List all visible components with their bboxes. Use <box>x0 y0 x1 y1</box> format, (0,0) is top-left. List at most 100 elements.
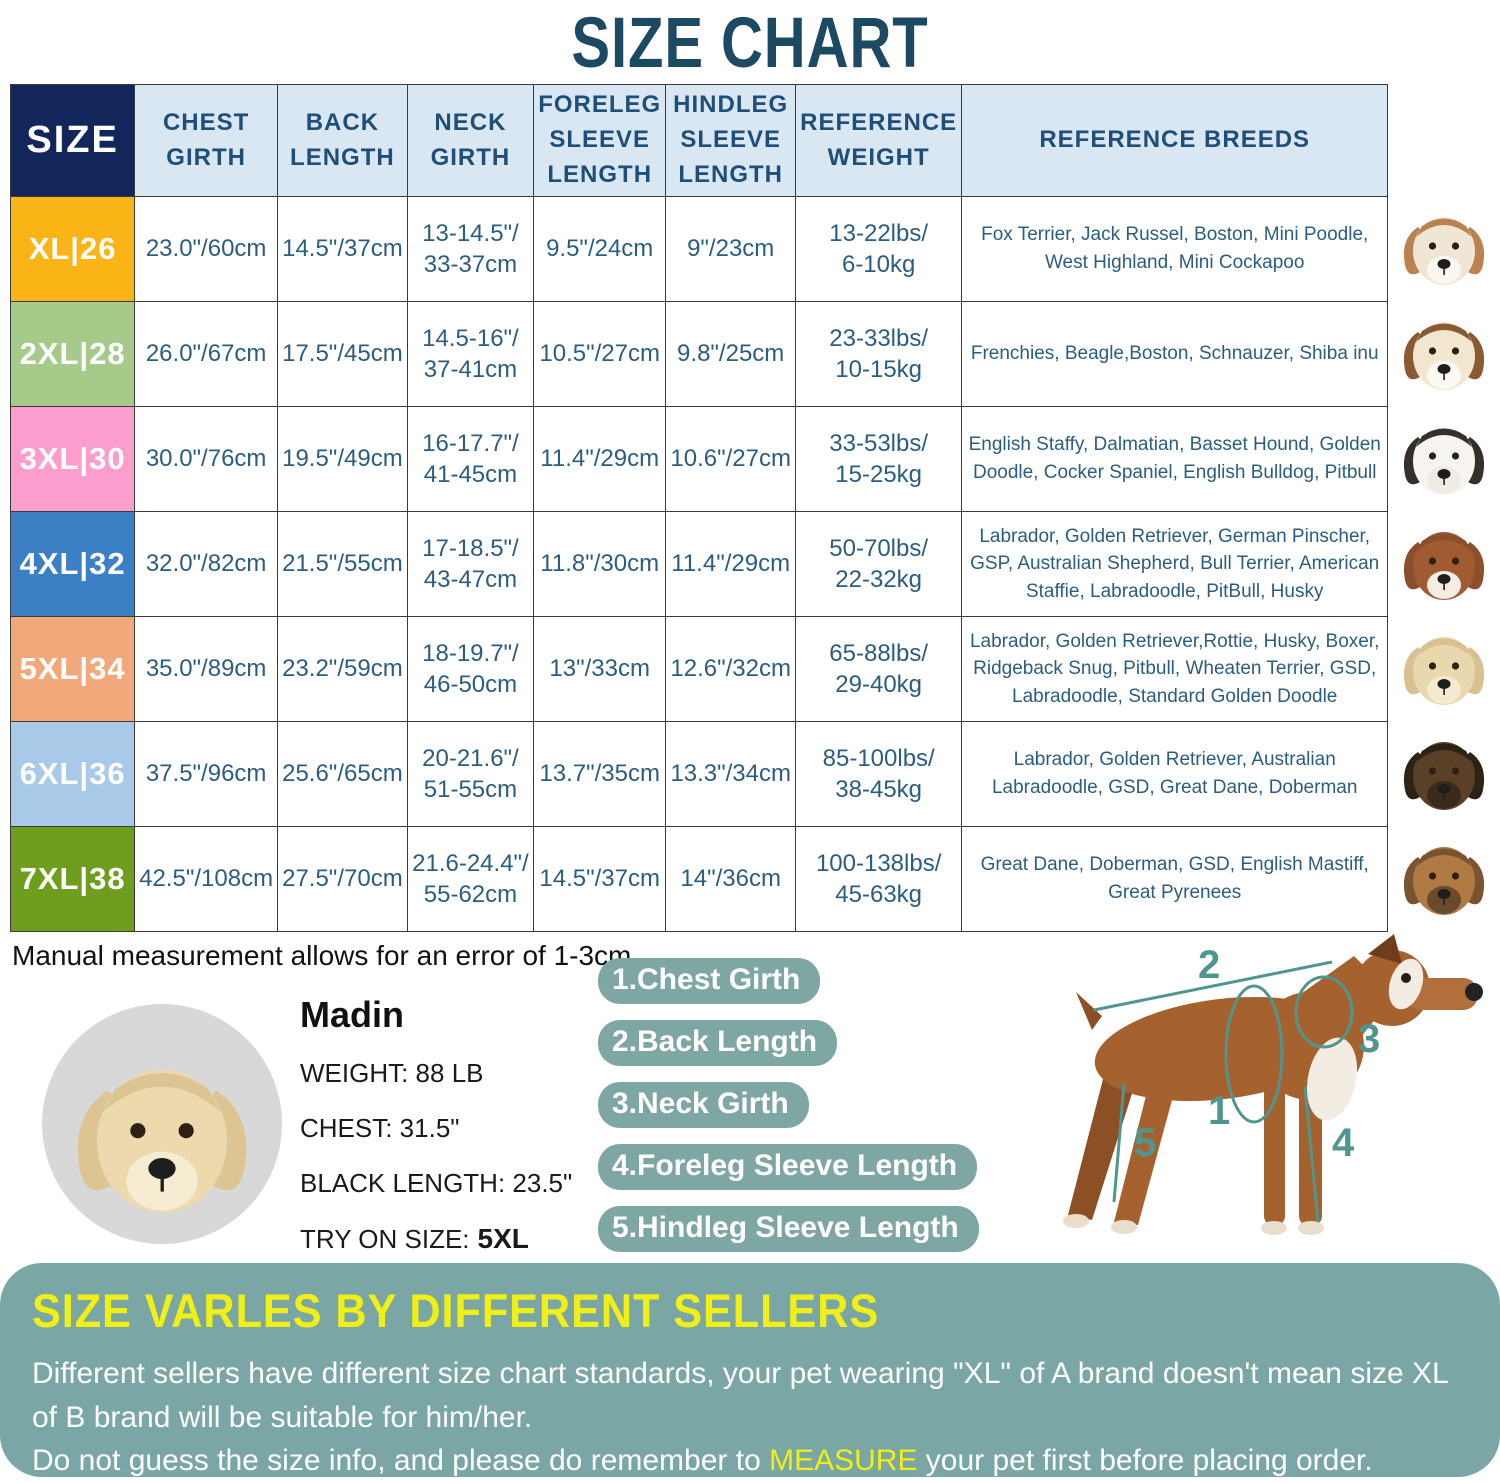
legend-chest-girth: 1.Chest Girth <box>598 958 821 1004</box>
reference-breeds-value: Labrador, Golden Retriever, German Pinsc… <box>961 511 1389 617</box>
neck-girth-value: 14.5-16"/ 37-41cm <box>406 301 535 407</box>
model-name: Madin <box>300 994 404 1035</box>
back-length-value: 25.6"/65cm <box>277 721 408 827</box>
diagram-label-3: 3 <box>1358 1017 1380 1061</box>
foreleg-sleeve-value: 14.5"/37cm <box>533 826 667 932</box>
size-chart-table: SIZE CHEST GIRTH BACK LENGTH NECK GIRTH … <box>9 84 1500 932</box>
title-bar: SIZE CHART <box>0 0 1500 84</box>
chest-girth-value: 35.0"/89cm <box>134 616 279 722</box>
table-row: 4XL|32 32.0"/82cm 21.5"/55cm 17-18.5"/ 4… <box>9 511 1500 617</box>
neck-girth-value: 18-19.7"/ 46-50cm <box>406 616 535 722</box>
header-reference-weight: REFERENCE WEIGHT <box>795 84 963 197</box>
table-row: 3XL|30 30.0"/76cm 19.5"/49cm 16-17.7"/ 4… <box>9 406 1500 512</box>
size-label: 2XL|28 <box>9 301 136 407</box>
diagram-label-1: 1 <box>1208 1089 1230 1133</box>
model-chest: CHEST: 31.5" <box>300 1113 460 1143</box>
hindleg-sleeve-value: 13.3"/34cm <box>665 721 797 827</box>
back-length-value: 19.5"/49cm <box>277 406 408 512</box>
header-photo-spacer <box>1387 84 1500 197</box>
row-photo-cell <box>1387 511 1500 617</box>
diagram-label-5: 5 <box>1134 1121 1156 1165</box>
neck-girth-value: 16-17.7"/ 41-45cm <box>406 406 535 512</box>
reference-breeds-value: Fox Terrier, Jack Russel, Boston, Mini P… <box>961 196 1389 302</box>
reference-weight-value: 33-53lbs/ 15-25kg <box>795 406 963 512</box>
table-row: 6XL|36 37.5"/96cm 25.6"/65cm 20-21.6"/ 5… <box>9 721 1500 827</box>
header-back-length: BACK LENGTH <box>277 84 408 197</box>
foreleg-sleeve-value: 13"/33cm <box>533 616 667 722</box>
labrador-model-photo-icon <box>77 1069 247 1213</box>
row-photo-cell <box>1387 406 1500 512</box>
back-length-value: 17.5"/45cm <box>277 301 408 407</box>
hindleg-sleeve-value: 12.6"/32cm <box>665 616 797 722</box>
dog-measurement-diagram: 1 2 3 4 5 <box>1063 934 1483 1235</box>
hindleg-sleeve-value: 10.6"/27cm <box>665 406 797 512</box>
jack-russell-terrier-dog-photo-icon <box>1403 217 1484 285</box>
legend-hindleg-sleeve: 5.Hindleg Sleeve Length <box>598 1206 979 1252</box>
row-photo-cell <box>1387 721 1500 827</box>
row-photo-cell <box>1387 616 1500 722</box>
back-length-value: 27.5"/70cm <box>277 826 408 932</box>
table-row: 2XL|28 26.0"/67cm 17.5"/45cm 14.5-16"/ 3… <box>9 301 1500 407</box>
reference-breeds-value: English Staffy, Dalmatian, Basset Hound,… <box>961 406 1389 512</box>
chest-girth-value: 42.5"/108cm <box>134 826 279 932</box>
banner-line2: Do not guess the size info, and please d… <box>32 1444 1373 1477</box>
size-label: XL|26 <box>9 196 136 302</box>
reference-weight-value: 13-22lbs/ 6-10kg <box>795 196 963 302</box>
diagram-label-2: 2 <box>1198 943 1220 987</box>
tryon-label: TRY ON SIZE: <box>300 1224 470 1254</box>
size-label: 7XL|38 <box>9 826 136 932</box>
reference-weight-value: 23-33lbs/ 10-15kg <box>795 301 963 407</box>
table-row: 5XL|34 35.0"/89cm 23.2"/59cm 18-19.7"/ 4… <box>9 616 1500 722</box>
model-tryon: TRY ON SIZE: 5XL <box>300 1223 572 1255</box>
reference-breeds-value: Great Dane, Doberman, GSD, English Masti… <box>961 826 1389 932</box>
chest-girth-value: 23.0"/60cm <box>134 196 279 302</box>
reference-weight-value: 50-70lbs/ 22-32kg <box>795 511 963 617</box>
size-label: 6XL|36 <box>9 721 136 827</box>
page-title: SIZE CHART <box>571 2 929 82</box>
header-neck-girth: NECK GIRTH <box>406 84 535 197</box>
beagle-dog-photo-icon <box>1403 322 1484 390</box>
table-row: XL|26 23.0"/60cm 14.5"/37cm 13-14.5"/ 33… <box>9 196 1500 302</box>
dalmatian-dog-photo-icon <box>1403 427 1484 495</box>
header-reference-breeds: REFERENCE BREEDS <box>961 84 1389 197</box>
measure-highlight: MEASURE <box>769 1444 918 1477</box>
legend-foreleg-sleeve: 4.Foreleg Sleeve Length <box>598 1144 978 1190</box>
chest-girth-value: 37.5"/96cm <box>134 721 279 827</box>
size-label: 5XL|34 <box>9 616 136 722</box>
chest-girth-value: 30.0"/76cm <box>134 406 279 512</box>
foreleg-sleeve-value: 9.5"/24cm <box>533 196 667 302</box>
model-back-length: BLACK LENGTH: 23.5" <box>300 1168 573 1198</box>
reference-weight-value: 100-138lbs/ 45-63kg <box>795 826 963 932</box>
hindleg-sleeve-value: 11.4"/29cm <box>665 511 797 617</box>
neck-girth-value: 13-14.5"/ 33-37cm <box>406 196 535 302</box>
neck-girth-value: 20-21.6"/ 51-55cm <box>406 721 535 827</box>
dog-illustration <box>1063 934 1483 1235</box>
german-shepherd-dog-photo-icon <box>1403 742 1484 810</box>
size-label: 4XL|32 <box>9 511 136 617</box>
great-dane-dog-photo-icon <box>1403 847 1484 915</box>
model-dog-photo <box>42 1004 282 1244</box>
hindleg-sleeve-value: 14"/36cm <box>665 826 797 932</box>
foreleg-sleeve-value: 11.4"/29cm <box>533 406 667 512</box>
reference-weight-value: 65-88lbs/ 29-40kg <box>795 616 963 722</box>
hindleg-sleeve-value: 9.8"/25cm <box>665 301 797 407</box>
measurement-marks <box>1093 960 1354 1223</box>
header-foreleg-sleeve: FORELEG SLEEVE LENGTH <box>533 84 667 197</box>
header-size: SIZE <box>9 84 136 197</box>
size-chart-table-zone: SIZE CHEST GIRTH BACK LENGTH NECK GIRTH … <box>0 84 1500 932</box>
hindleg-sleeve-value: 9"/23cm <box>665 196 797 302</box>
reference-weight-value: 85-100lbs/ 38-45kg <box>795 721 963 827</box>
header-hindleg-sleeve: HINDLEG SLEEVE LENGTH <box>665 84 797 197</box>
measurement-info-zone: Manual measurement allows for an error o… <box>0 932 1500 1262</box>
measure-legend: 1.Chest Girth 2.Back Length 3.Neck Girth… <box>598 958 979 1252</box>
banner-body: Different sellers have different size ch… <box>32 1352 1468 1483</box>
measurement-note: Manual measurement allows for an error o… <box>12 940 632 971</box>
chest-girth-value: 32.0"/82cm <box>134 511 279 617</box>
reference-breeds-value: Labrador, Golden Retriever, Australian L… <box>961 721 1389 827</box>
diagram-label-4: 4 <box>1332 1121 1355 1165</box>
reference-breeds-value: Labrador, Golden Retriever,Rottie, Husky… <box>961 616 1389 722</box>
table-row: 7XL|38 42.5"/108cm 27.5"/70cm 21.6-24.4"… <box>9 826 1500 932</box>
model-info: Madin WEIGHT: 88 LB CHEST: 31.5" BLACK L… <box>300 994 572 1279</box>
foreleg-sleeve-value: 13.7"/35cm <box>533 721 667 827</box>
row-photo-cell <box>1387 826 1500 932</box>
